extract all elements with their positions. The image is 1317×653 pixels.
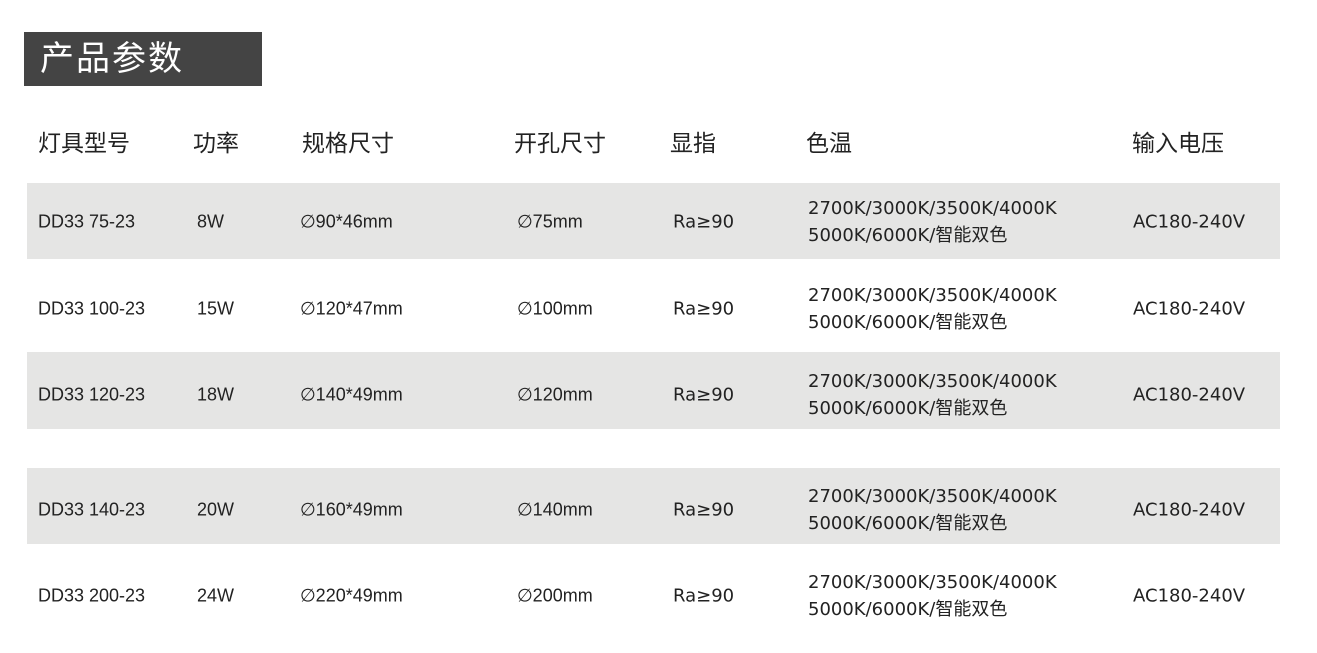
cri-cell: Ra≥90	[673, 211, 735, 233]
hole-cell: ∅140mm	[517, 499, 593, 520]
column-header-temp: 色温	[806, 131, 852, 157]
column-header-ra: 显指	[670, 131, 716, 157]
power-cell: 18W	[197, 384, 235, 405]
row-band	[27, 468, 1280, 544]
row-band	[27, 352, 1280, 429]
color-temp-line: 2700K/3000K/3500K/4000K	[808, 371, 1057, 392]
page-title: 产品参数	[24, 32, 262, 86]
model-cell: DD33 200-23	[38, 585, 146, 606]
color-temp-line: 2700K/3000K/3500K/4000K	[808, 572, 1057, 593]
power-cell: 15W	[197, 298, 235, 319]
color-temp-cell: 2700K/3000K/3500K/4000K 5000K/6000K/智能双色	[808, 195, 1057, 249]
model-cell: DD33 100-23	[38, 298, 146, 319]
color-temp-line: 2700K/3000K/3500K/4000K	[808, 486, 1057, 507]
size-cell: ∅120*47mm	[300, 298, 403, 319]
cri-cell: Ra≥90	[673, 499, 735, 521]
voltage-cell: AC180-240V	[1133, 499, 1246, 521]
size-cell: ∅220*49mm	[300, 585, 403, 606]
color-temp-line: 5000K/6000K/智能双色	[808, 312, 1008, 333]
model-cell: DD33 120-23	[38, 384, 146, 405]
row-band	[27, 183, 1280, 259]
cri-cell: Ra≥90	[673, 384, 735, 406]
color-temp-line: 2700K/3000K/3500K/4000K	[808, 285, 1057, 306]
color-temp-cell: 2700K/3000K/3500K/4000K 5000K/6000K/智能双色	[808, 368, 1057, 422]
color-temp-cell: 2700K/3000K/3500K/4000K 5000K/6000K/智能双色	[808, 282, 1057, 336]
color-temp-line: 2700K/3000K/3500K/4000K	[808, 198, 1057, 219]
hole-cell: ∅100mm	[517, 298, 593, 319]
color-temp-line: 5000K/6000K/智能双色	[808, 398, 1008, 419]
column-header-size: 规格尺寸	[302, 131, 394, 157]
voltage-cell: AC180-240V	[1133, 585, 1246, 607]
hole-cell: ∅200mm	[517, 585, 593, 606]
color-temp-cell: 2700K/3000K/3500K/4000K 5000K/6000K/智能双色	[808, 569, 1057, 623]
model-cell: DD33 75-23	[38, 211, 136, 232]
voltage-cell: AC180-240V	[1133, 211, 1246, 233]
hole-cell: ∅75mm	[517, 211, 583, 232]
color-temp-line: 5000K/6000K/智能双色	[808, 513, 1008, 534]
size-cell: ∅160*49mm	[300, 499, 403, 520]
column-header-model: 灯具型号	[38, 131, 130, 157]
voltage-cell: AC180-240V	[1133, 384, 1246, 406]
hole-cell: ∅120mm	[517, 384, 593, 405]
voltage-cell: AC180-240V	[1133, 298, 1246, 320]
column-header-power: 功率	[193, 131, 239, 157]
power-cell: 8W	[197, 211, 224, 232]
model-cell: DD33 140-23	[38, 499, 146, 520]
color-temp-cell: 2700K/3000K/3500K/4000K 5000K/6000K/智能双色	[808, 483, 1057, 537]
power-cell: 20W	[197, 499, 235, 520]
cri-cell: Ra≥90	[673, 298, 735, 320]
cri-cell: Ra≥90	[673, 585, 735, 607]
column-header-voltage: 输入电压	[1132, 131, 1224, 157]
color-temp-line: 5000K/6000K/智能双色	[808, 599, 1008, 620]
size-cell: ∅140*49mm	[300, 384, 403, 405]
color-temp-line: 5000K/6000K/智能双色	[808, 225, 1008, 246]
power-cell: 24W	[197, 585, 235, 606]
column-header-hole: 开孔尺寸	[514, 131, 606, 157]
size-cell: ∅90*46mm	[300, 211, 393, 232]
